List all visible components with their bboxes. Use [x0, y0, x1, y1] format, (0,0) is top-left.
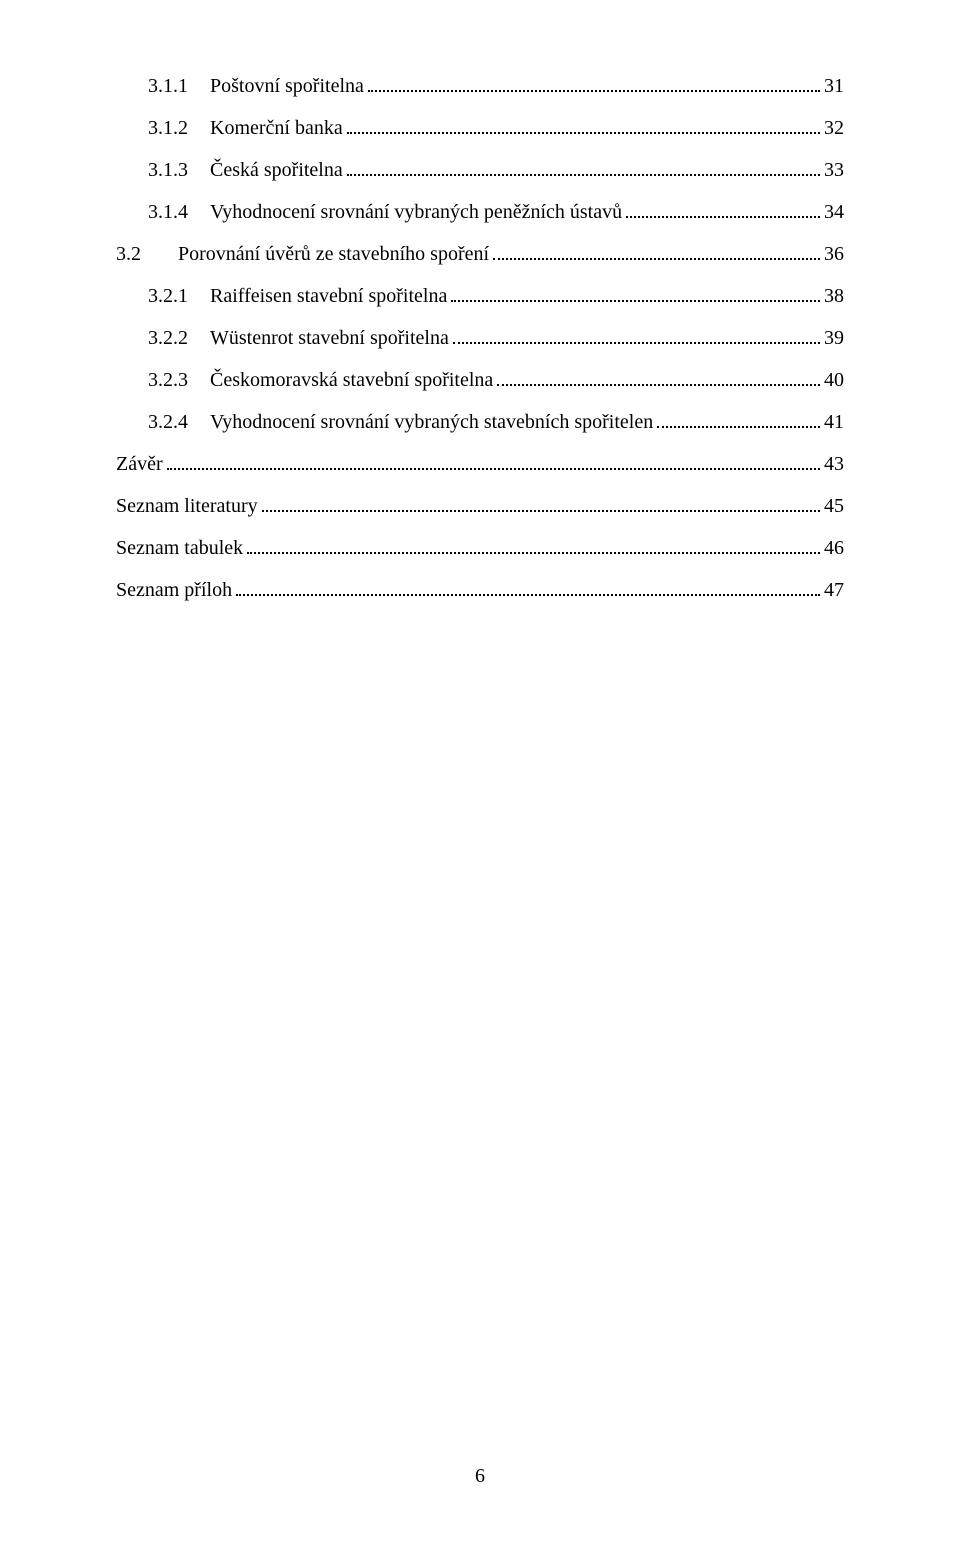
- toc-leader-dots: [493, 246, 820, 260]
- toc-entry-number: 3.1.3: [148, 156, 210, 185]
- toc-entry-page: 41: [824, 408, 844, 437]
- toc-entry-label: Poštovní spořitelna: [210, 72, 364, 101]
- toc-entry-page: 36: [824, 240, 844, 269]
- toc-leader-dots: [236, 582, 820, 596]
- toc-entry-page: 32: [824, 114, 844, 143]
- toc-entry: 3.2.1Raiffeisen stavební spořitelna 38: [116, 282, 844, 311]
- toc-entry-page: 39: [824, 324, 844, 353]
- toc-entry-page: 31: [824, 72, 844, 101]
- toc-entry: 3.1.3Česká spořitelna 33: [116, 156, 844, 185]
- document-page: 3.1.1Poštovní spořitelna 31 3.1.2Komerční …: [0, 0, 960, 1568]
- toc-leader-dots: [347, 120, 820, 134]
- toc-entry-number: 3.2.3: [148, 366, 210, 395]
- toc-entry-number: 3.2.4: [148, 408, 210, 437]
- toc-entry: 3.1.4Vyhodnocení srovnání vybraných peně…: [116, 198, 844, 227]
- toc-entry-label: Seznam příloh: [116, 576, 232, 605]
- toc-leader-dots: [657, 414, 820, 428]
- toc-entry-number: 3.2: [116, 240, 178, 269]
- toc-entry-label: Komerční banka: [210, 114, 343, 143]
- toc-entry-page: 33: [824, 156, 844, 185]
- toc-entry: 3.1.2Komerční banka 32: [116, 114, 844, 143]
- toc-entry-label: Porovnání úvěrů ze stavebního spoření: [178, 240, 489, 269]
- toc-entry-number: 3.2.2: [148, 324, 210, 353]
- toc-entry-label: Závěr: [116, 450, 163, 479]
- toc-entry-number: 3.1.1: [148, 72, 210, 101]
- toc-entry-label: Wüstenrot stavební spořitelna: [210, 324, 449, 353]
- toc-entry: Seznam tabulek 46: [116, 534, 844, 563]
- toc-entry-label: Českomoravská stavební spořitelna: [210, 366, 493, 395]
- toc-entry-page: 43: [824, 450, 844, 479]
- toc-entry-label: Vyhodnocení srovnání vybraných stavebníc…: [210, 408, 653, 437]
- toc-entry: 3.2.4Vyhodnocení srovnání vybraných stav…: [116, 408, 844, 437]
- toc-entry-label: Vyhodnocení srovnání vybraných peněžních…: [210, 198, 622, 227]
- toc-entry-label: Seznam tabulek: [116, 534, 243, 563]
- toc-entry: Závěr 43: [116, 450, 844, 479]
- toc-entry-page: 47: [824, 576, 844, 605]
- toc-entry-label: Česká spořitelna: [210, 156, 343, 185]
- toc-leader-dots: [347, 162, 820, 176]
- toc-entry-page: 34: [824, 198, 844, 227]
- toc-leader-dots: [368, 78, 820, 92]
- toc-leader-dots: [262, 498, 820, 512]
- toc-leader-dots: [497, 372, 820, 386]
- toc-leader-dots: [453, 330, 820, 344]
- toc-entry-page: 40: [824, 366, 844, 395]
- toc-entry-label: Raiffeisen stavební spořitelna: [210, 282, 447, 311]
- toc-entry: Seznam příloh 47: [116, 576, 844, 605]
- toc-leader-dots: [247, 540, 820, 554]
- toc-entry: 3.1.1Poštovní spořitelna 31: [116, 72, 844, 101]
- toc-leader-dots: [451, 288, 820, 302]
- toc-entry-number: 3.2.1: [148, 282, 210, 311]
- toc-entry-page: 46: [824, 534, 844, 563]
- table-of-contents: 3.1.1Poštovní spořitelna 31 3.1.2Komerční …: [116, 72, 844, 605]
- toc-entry-page: 38: [824, 282, 844, 311]
- page-number: 6: [0, 1465, 960, 1488]
- toc-entry: 3.2Porovnání úvěrů ze stavebního spoření…: [116, 240, 844, 269]
- toc-entry: 3.2.2Wüstenrot stavební spořitelna 39: [116, 324, 844, 353]
- toc-entry-number: 3.1.4: [148, 198, 210, 227]
- toc-entry-page: 45: [824, 492, 844, 521]
- toc-entry-label: Seznam literatury: [116, 492, 258, 521]
- toc-leader-dots: [167, 456, 820, 470]
- toc-entry: Seznam literatury 45: [116, 492, 844, 521]
- toc-entry-number: 3.1.2: [148, 114, 210, 143]
- toc-entry: 3.2.3Českomoravská stavební spořitelna 40: [116, 366, 844, 395]
- toc-leader-dots: [626, 204, 820, 218]
